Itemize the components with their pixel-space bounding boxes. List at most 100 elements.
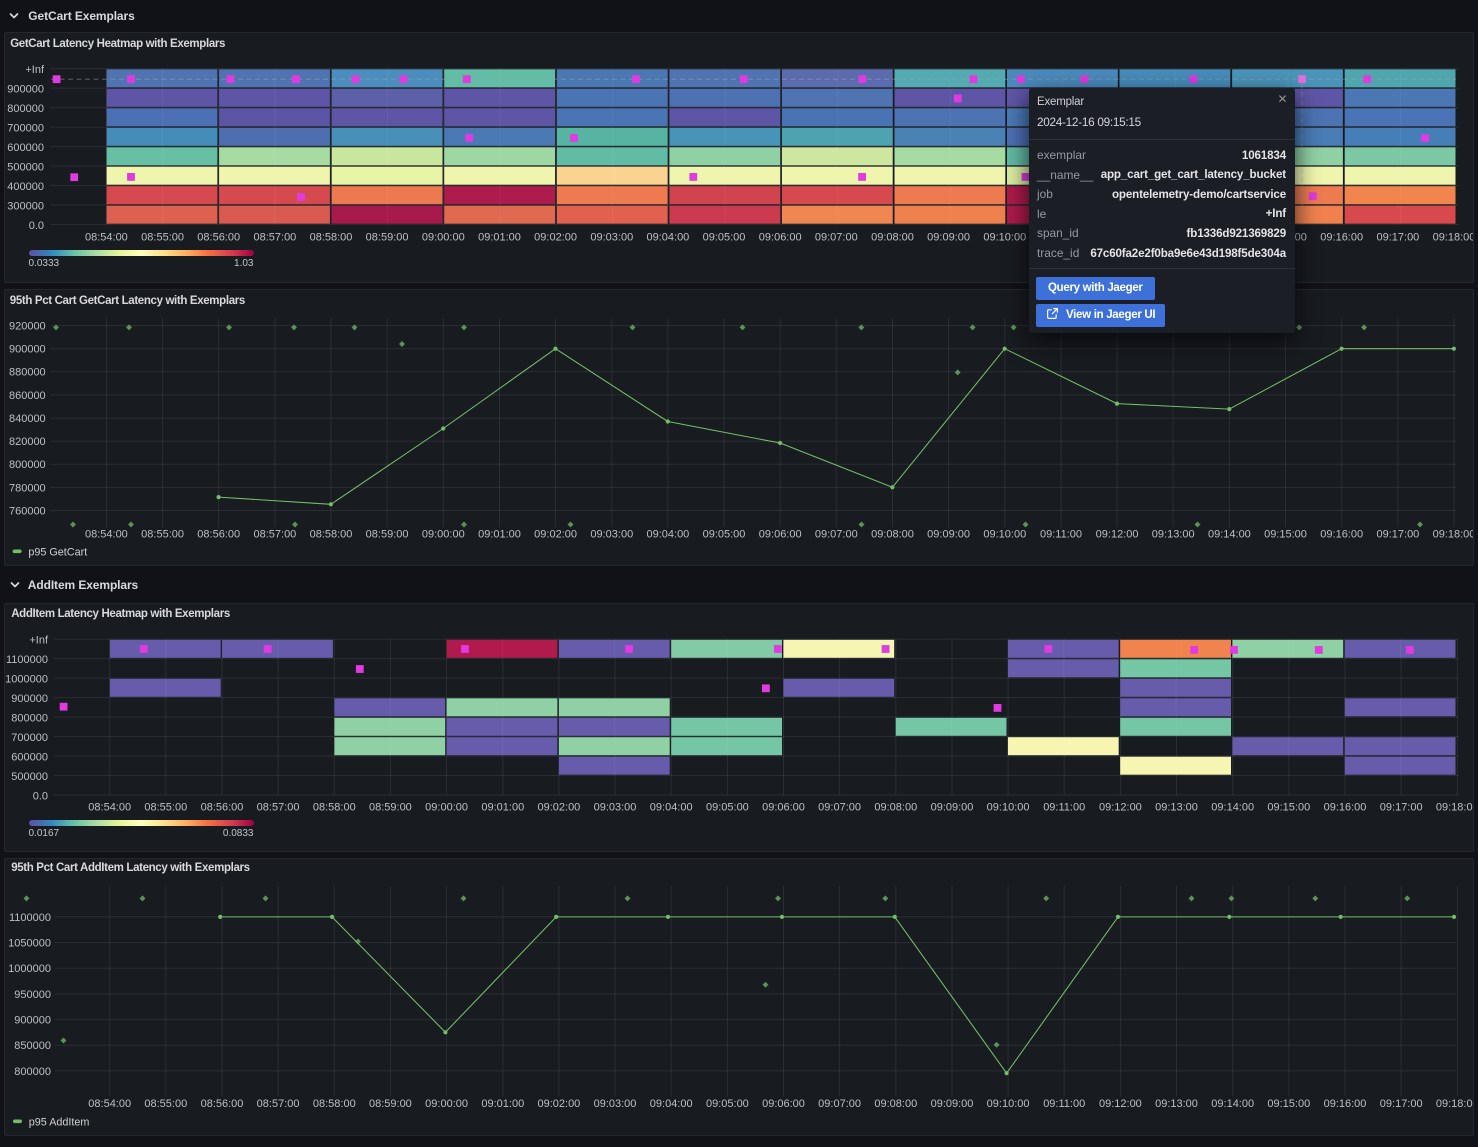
svg-text:09:11:00: 09:11:00 [1040,528,1082,540]
svg-text:900000: 900000 [9,344,46,356]
svg-text:09:00:00: 09:00:00 [425,1098,468,1110]
svg-text:900000: 900000 [7,83,44,95]
svg-text:08:58:00: 08:58:00 [310,231,353,243]
svg-text:1100000: 1100000 [9,912,51,924]
svg-text:09:00:00: 09:00:00 [422,231,465,243]
svg-text:09:00:00: 09:00:00 [422,528,465,540]
svg-text:09:06:00: 09:06:00 [759,528,802,540]
svg-text:780000: 780000 [9,482,46,494]
svg-text:09:02:00: 09:02:00 [534,528,577,540]
svg-text:880000: 880000 [9,367,46,379]
svg-text:09:00:00: 09:00:00 [425,801,468,813]
svg-text:860000: 860000 [9,390,46,402]
svg-text:09:12:00: 09:12:00 [1099,1098,1142,1110]
svg-text:1000000: 1000000 [8,963,51,975]
svg-text:08:58:00: 08:58:00 [310,528,353,540]
svg-text:08:57:00: 08:57:00 [253,231,296,243]
svg-text:300000: 300000 [7,200,44,212]
svg-text:820000: 820000 [9,436,46,448]
svg-text:800000: 800000 [7,103,44,115]
svg-text:800000: 800000 [11,712,48,724]
svg-text:09:01:00: 09:01:00 [481,1098,524,1110]
svg-text:09:04:00: 09:04:00 [650,1098,693,1110]
svg-text:08:59:00: 08:59:00 [369,1098,412,1110]
svg-text:09:02:00: 09:02:00 [537,801,580,813]
svg-text:700000: 700000 [11,732,48,744]
svg-text:09:17:00: 09:17:00 [1376,231,1419,243]
svg-text:08:58:00: 08:58:00 [313,1098,356,1110]
svg-text:09:12:00: 09:12:00 [1099,801,1142,813]
svg-text:08:55:00: 08:55:00 [141,231,184,243]
svg-text:09:10:00: 09:10:00 [983,231,1026,243]
svg-text:08:55:00: 08:55:00 [141,528,184,540]
svg-text:08:55:00: 08:55:00 [144,1098,187,1110]
svg-text:09:03:00: 09:03:00 [590,231,633,243]
svg-text:+Inf: +Inf [29,634,49,646]
svg-text:09:08:00: 09:08:00 [871,231,914,243]
svg-text:09:05:00: 09:05:00 [703,528,746,540]
svg-text:08:55:00: 08:55:00 [144,801,187,813]
svg-text:950000: 950000 [14,989,51,1001]
svg-text:09:08:00: 09:08:00 [874,1098,917,1110]
svg-text:09:04:00: 09:04:00 [646,231,689,243]
svg-text:09:02:00: 09:02:00 [534,231,577,243]
svg-text:09:13:00: 09:13:00 [1155,1098,1198,1110]
svg-text:09:09:00: 09:09:00 [931,801,974,813]
svg-text:09:14:00: 09:14:00 [1211,801,1254,813]
svg-text:09:18:00: 09:18:00 [1433,528,1476,540]
svg-text:09:07:00: 09:07:00 [818,1098,861,1110]
svg-text:+Inf: +Inf [25,64,45,76]
svg-text:08:59:00: 08:59:00 [366,231,409,243]
svg-text:08:57:00: 08:57:00 [257,801,300,813]
svg-text:09:07:00: 09:07:00 [815,528,858,540]
svg-text:08:54:00: 08:54:00 [85,231,128,243]
svg-text:09:10:00: 09:10:00 [987,1098,1030,1110]
svg-text:09:16:00: 09:16:00 [1324,801,1367,813]
svg-text:09:01:00: 09:01:00 [478,528,521,540]
svg-text:1000000: 1000000 [5,673,48,685]
svg-text:08:56:00: 08:56:00 [201,801,244,813]
svg-text:09:10:00: 09:10:00 [987,801,1030,813]
svg-text:09:06:00: 09:06:00 [762,1098,805,1110]
svg-text:800000: 800000 [14,1066,51,1078]
svg-text:09:16:00: 09:16:00 [1320,528,1363,540]
svg-text:08:59:00: 08:59:00 [369,801,412,813]
svg-text:09:09:00: 09:09:00 [927,231,970,243]
svg-text:08:59:00: 08:59:00 [366,528,409,540]
svg-text:09:14:00: 09:14:00 [1208,528,1251,540]
svg-text:08:56:00: 08:56:00 [197,528,240,540]
svg-text:08:57:00: 08:57:00 [257,1098,300,1110]
svg-text:09:11:00: 09:11:00 [1043,801,1085,813]
svg-text:09:16:00: 09:16:00 [1324,1098,1367,1110]
svg-text:09:13:00: 09:13:00 [1152,528,1195,540]
svg-text:09:09:00: 09:09:00 [927,528,970,540]
svg-text:09:14:00: 09:14:00 [1211,1098,1254,1110]
svg-text:09:08:00: 09:08:00 [874,801,917,813]
svg-text:09:05:00: 09:05:00 [706,801,749,813]
svg-text:09:07:00: 09:07:00 [818,801,861,813]
svg-text:900000: 900000 [14,1014,51,1026]
svg-text:1100000: 1100000 [6,654,48,666]
svg-text:09:05:00: 09:05:00 [706,1098,749,1110]
svg-text:850000: 850000 [14,1040,51,1052]
svg-text:09:18:00: 09:18:00 [1436,801,1478,813]
svg-text:09:05:00: 09:05:00 [703,231,746,243]
svg-text:09:04:00: 09:04:00 [650,801,693,813]
svg-text:760000: 760000 [9,505,46,517]
svg-text:09:15:00: 09:15:00 [1267,1098,1310,1110]
svg-text:09:03:00: 09:03:00 [590,528,633,540]
svg-text:600000: 600000 [11,751,48,763]
svg-text:08:56:00: 08:56:00 [201,1098,244,1110]
svg-text:09:03:00: 09:03:00 [594,1098,637,1110]
svg-text:09:03:00: 09:03:00 [594,801,637,813]
svg-text:09:11:00: 09:11:00 [1043,1098,1085,1110]
svg-text:09:15:00: 09:15:00 [1267,801,1310,813]
svg-text:09:08:00: 09:08:00 [871,528,914,540]
svg-text:09:18:00: 09:18:00 [1433,231,1476,243]
svg-text:08:56:00: 08:56:00 [197,231,240,243]
svg-text:08:54:00: 08:54:00 [88,801,131,813]
svg-text:08:57:00: 08:57:00 [253,528,296,540]
svg-text:09:12:00: 09:12:00 [1096,528,1139,540]
svg-text:09:18:00: 09:18:00 [1436,1098,1478,1110]
svg-text:0.0: 0.0 [29,220,44,232]
